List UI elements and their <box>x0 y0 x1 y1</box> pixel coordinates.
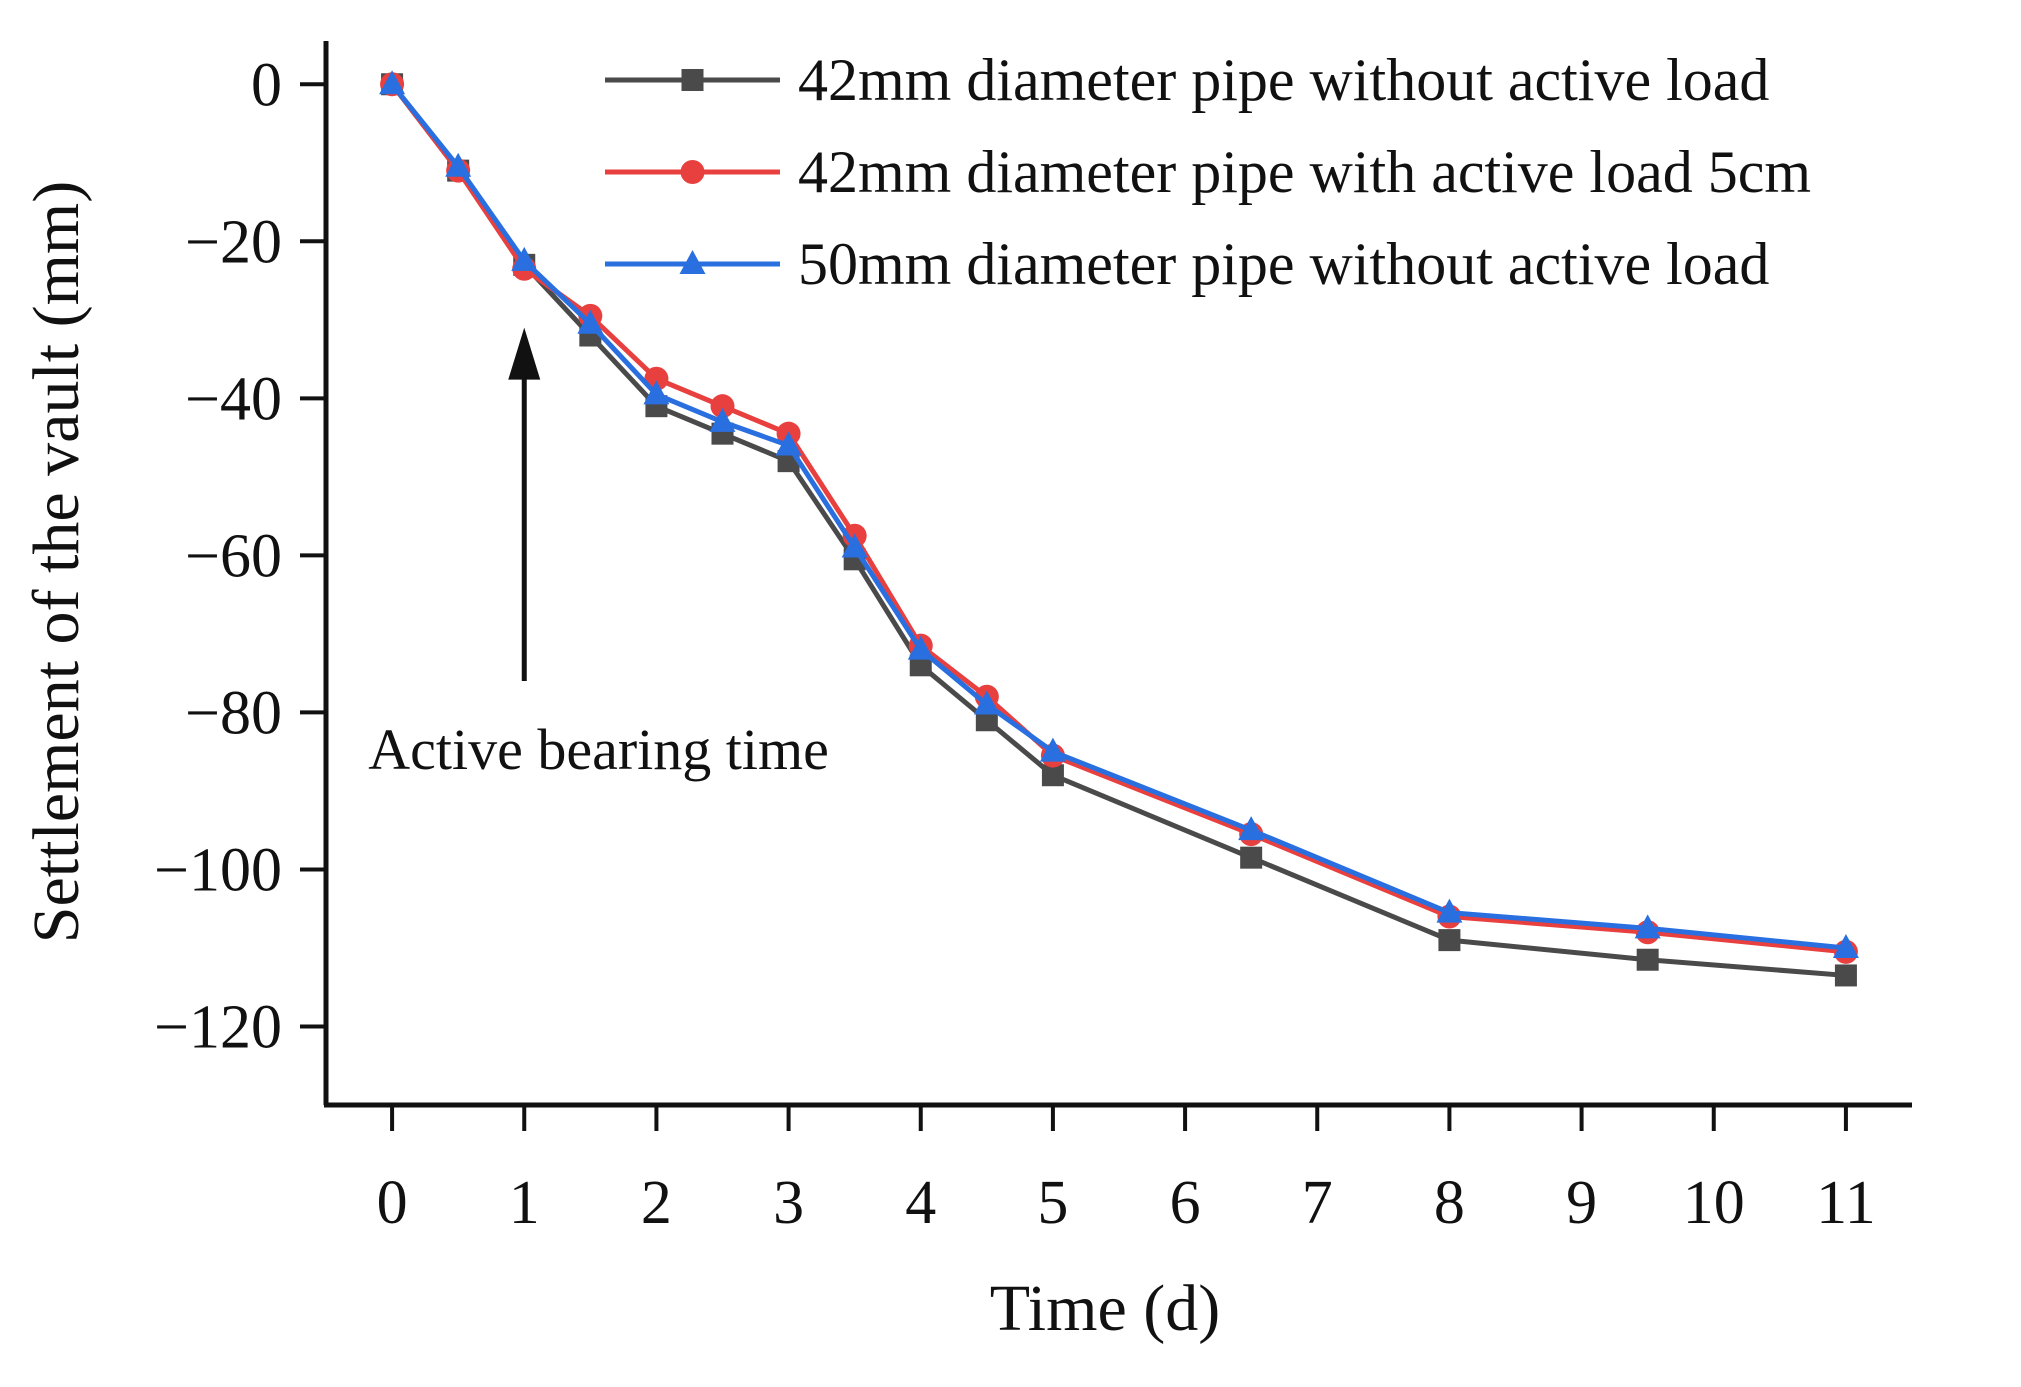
y-tick-label: −80 <box>185 679 282 747</box>
data-point <box>841 533 868 558</box>
data-point <box>973 690 1000 715</box>
legend-item: 42mm diameter pipe with active load 5cm <box>605 139 1811 205</box>
series-2 <box>380 72 1858 964</box>
y-tick-label: −100 <box>154 836 282 904</box>
data-point <box>1238 816 1265 841</box>
legend-marker <box>680 160 705 184</box>
y-tick-label: −60 <box>185 522 282 590</box>
x-tick-label: 3 <box>773 1169 804 1237</box>
data-point <box>710 394 735 419</box>
series-3 <box>379 70 1859 958</box>
data-point <box>1240 846 1263 869</box>
x-tick-label: 6 <box>1170 1169 1201 1237</box>
legend: 42mm diameter pipe without active load 42… <box>605 47 1811 297</box>
data-point <box>907 635 934 660</box>
data-point <box>643 380 670 405</box>
x-axis-ticks: 0 1 2 3 4 5 6 7 8 9 10 11 <box>377 1105 1876 1237</box>
x-tick-label: 4 <box>905 1169 936 1237</box>
data-point <box>975 709 998 732</box>
x-tick-label: 5 <box>1037 1169 1068 1237</box>
data-point <box>1438 929 1461 952</box>
data-point <box>1039 737 1066 762</box>
series-line <box>390 82 1847 951</box>
legend-marker <box>679 250 706 274</box>
data-point <box>1832 933 1859 958</box>
data-point <box>1834 964 1857 987</box>
data-point <box>909 654 932 677</box>
x-tick-label: 9 <box>1566 1169 1597 1237</box>
data-point <box>709 407 736 432</box>
y-axis-ticks: 0 −20 −40 −60 −80 −100 −120 <box>154 51 326 1061</box>
data-point <box>775 431 802 456</box>
series-line <box>390 82 1847 955</box>
data-point <box>379 70 406 95</box>
x-tick-label: 1 <box>509 1169 540 1237</box>
legend-label: 42mm diameter pipe without active load <box>798 47 1769 113</box>
series-layer <box>379 70 1859 987</box>
x-tick-label: 7 <box>1302 1169 1333 1237</box>
annotation-layer: Active bearing time <box>368 327 829 782</box>
y-tick-label: −20 <box>185 208 282 276</box>
x-tick-label: 2 <box>641 1169 672 1237</box>
x-tick-label: 10 <box>1683 1169 1745 1237</box>
legend-label: 50mm diameter pipe without active load <box>798 231 1769 297</box>
data-point <box>577 309 604 334</box>
data-point <box>445 152 472 177</box>
legend-item: 42mm diameter pipe without active load <box>605 47 1769 113</box>
plot-frame <box>323 41 1912 1108</box>
x-tick-label: 8 <box>1434 1169 1465 1237</box>
data-point <box>1041 764 1064 787</box>
data-point <box>1634 914 1661 939</box>
legend-marker <box>681 69 704 91</box>
data-point <box>511 246 538 271</box>
annotation-label: Active bearing time <box>368 717 829 782</box>
y-tick-label: 0 <box>251 51 282 119</box>
y-tick-label: −40 <box>185 365 282 433</box>
data-point <box>1636 948 1659 971</box>
x-tick-label: 0 <box>377 1169 408 1237</box>
series-1 <box>381 73 1857 987</box>
x-axis-title: Time (d) <box>990 1272 1220 1345</box>
legend-label: 42mm diameter pipe with active load 5cm <box>798 139 1811 205</box>
data-point <box>1436 898 1463 923</box>
annotation-arrow-head <box>508 327 541 380</box>
x-tick-label: 11 <box>1816 1169 1876 1237</box>
y-tick-label: −120 <box>154 993 282 1061</box>
y-axis-title: Settlement of the vault (mm) <box>20 181 93 943</box>
legend-item: 50mm diameter pipe without active load <box>605 231 1769 297</box>
series-line <box>390 82 1847 978</box>
